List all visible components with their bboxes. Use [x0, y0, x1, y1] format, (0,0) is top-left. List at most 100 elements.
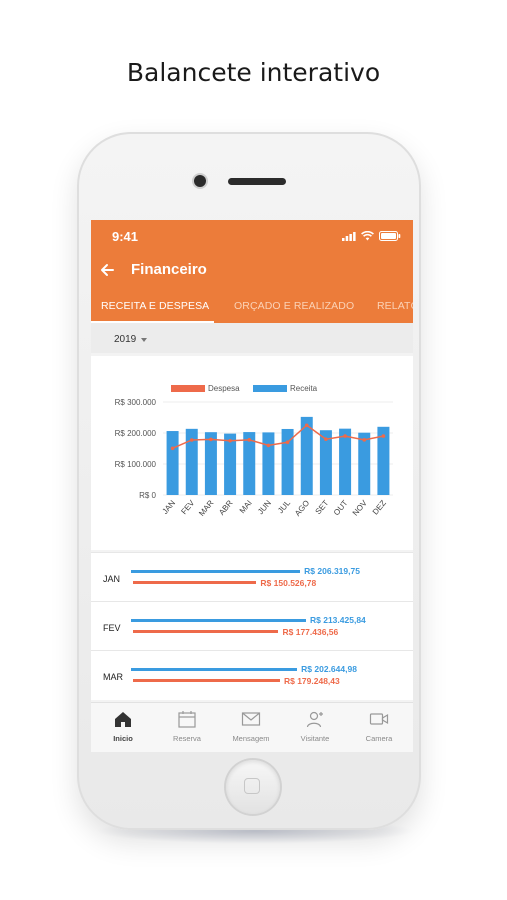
- bar-receita-dez: [377, 426, 390, 495]
- summary-row-mar[interactable]: MAR R$ 202.644,98 R$ 179.248,43: [91, 650, 413, 699]
- legend-swatch-despesa: [171, 385, 205, 392]
- bar-receita-nov: [358, 432, 371, 495]
- y-tick-label: R$ 0: [139, 491, 156, 500]
- phone-screen: 9:41 Financeiro: [91, 220, 413, 752]
- y-tick-label: R$ 100.000: [115, 460, 157, 469]
- tab-orcado-realizado[interactable]: ORÇADO E REALIZADO: [234, 300, 355, 312]
- point-despesa-fev: [189, 438, 194, 442]
- x-tick-label: AGO: [293, 499, 311, 518]
- point-despesa-set: [324, 437, 328, 441]
- x-tick-label: FEV: [179, 498, 196, 516]
- point-despesa-jun: [266, 443, 271, 448]
- nav-item-visitante[interactable]: Visitante: [283, 703, 347, 752]
- back-arrow-icon[interactable]: [99, 262, 115, 278]
- x-tick-label: OUT: [332, 498, 350, 517]
- line-despesa: [172, 424, 384, 450]
- front-camera: [194, 175, 206, 187]
- nav-label: Mensagem: [232, 734, 270, 743]
- point-despesa-abr: [228, 438, 232, 443]
- x-tick-label: JAN: [160, 498, 177, 516]
- battery-icon: [379, 231, 401, 241]
- bar-receita-out: [339, 428, 352, 495]
- year-selector[interactable]: 2019: [114, 334, 137, 345]
- app-bar: 9:41 Financeiro: [91, 220, 413, 323]
- summary-row-jan[interactable]: JAN R$ 206.319,75 R$ 150.526,78: [91, 552, 413, 601]
- x-tick-label: NOV: [351, 498, 369, 518]
- row-month: MAR: [103, 672, 123, 682]
- point-despesa-mar: [209, 437, 213, 442]
- legend-label-despesa: Despesa: [208, 384, 240, 393]
- tab-bar: RECEITA E DESPESA ORÇADO E REALIZADO REL…: [91, 296, 413, 323]
- receita-bar: [131, 668, 298, 671]
- earpiece-speaker: [228, 178, 286, 185]
- x-tick-label: JUL: [276, 498, 292, 515]
- despesa-value: R$ 177.436,56: [282, 627, 339, 637]
- calendar-icon: [178, 711, 196, 728]
- wifi-icon: [361, 231, 374, 241]
- point-despesa-nov: [362, 438, 367, 442]
- nav-item-camera[interactable]: Camera: [347, 703, 411, 752]
- row-month: JAN: [103, 574, 121, 584]
- receita-value: R$ 202.644,98: [301, 664, 357, 674]
- despesa-bar: [133, 630, 279, 633]
- home-button[interactable]: [226, 760, 280, 814]
- bar-receita-jul: [281, 428, 294, 495]
- page-title: Financeiro: [131, 261, 207, 278]
- title-row: Financeiro: [91, 258, 413, 286]
- nav-label: Reserva: [173, 734, 201, 743]
- legend-swatch-receita: [253, 385, 287, 392]
- status-icons: [342, 231, 401, 241]
- tab-receita-despesa[interactable]: RECEITA E DESPESA: [101, 300, 210, 312]
- bar-receita-abr: [224, 433, 237, 495]
- x-tick-label: MAI: [238, 499, 254, 516]
- x-tick-label: JUN: [256, 498, 273, 516]
- point-despesa-ago: [304, 423, 309, 428]
- bar-receita-mar: [204, 432, 217, 495]
- nav-label: Inicio: [113, 734, 133, 743]
- legend-label-receita: Receita: [290, 384, 318, 393]
- nav-item-inicio[interactable]: Inicio: [91, 703, 155, 752]
- bar-receita-fev: [185, 428, 198, 495]
- x-tick-label: MAR: [197, 498, 215, 518]
- point-despesa-jan: [170, 446, 175, 451]
- despesa-value: R$ 179.248,43: [283, 676, 340, 686]
- chevron-down-icon[interactable]: [141, 338, 147, 342]
- receita-value: R$ 206.319,75: [304, 566, 360, 576]
- bar-receita-ago: [300, 416, 313, 495]
- summary-row-fev[interactable]: FEV R$ 213.425,84 R$ 177.436,56: [91, 601, 413, 650]
- despesa-bar: [133, 581, 257, 584]
- point-despesa-mai: [247, 438, 252, 442]
- active-tab-indicator: [91, 321, 214, 323]
- y-tick-label: R$ 200.000: [115, 429, 157, 438]
- bar-receita-set: [319, 430, 332, 495]
- tab-relatorio[interactable]: RELATÓ: [377, 300, 413, 312]
- x-tick-label: ABR: [217, 498, 235, 517]
- y-tick-label: R$ 300.000: [115, 398, 157, 407]
- year-filter-bar: 2019: [91, 323, 413, 353]
- nav-label: Camera: [365, 734, 393, 743]
- status-time: 9:41: [112, 229, 139, 244]
- monthly-summary-list: JAN R$ 206.319,75 R$ 150.526,78 FEV R$ 2…: [91, 552, 413, 700]
- point-despesa-jul: [285, 440, 290, 445]
- home-icon: [115, 712, 131, 727]
- x-tick-label: DEZ: [371, 498, 388, 516]
- bar-receita-jan: [166, 431, 179, 495]
- bottom-navigation: Inicio Reserva Mensagem Visit: [91, 702, 413, 752]
- bar-receita-jun: [262, 432, 275, 495]
- receita-bar: [131, 570, 301, 573]
- headline: Balancete interativo: [126, 58, 381, 87]
- bar-receita-mai: [243, 432, 256, 495]
- x-tick-label: SET: [314, 498, 331, 516]
- despesa-bar: [133, 679, 280, 682]
- point-despesa-out: [343, 434, 347, 438]
- visitor-icon: [306, 711, 323, 728]
- row-month: FEV: [103, 623, 121, 633]
- signal-icon: [342, 231, 356, 241]
- point-despesa-dez: [381, 434, 386, 438]
- envelope-icon: [241, 712, 261, 726]
- nav-item-mensagem[interactable]: Mensagem: [219, 703, 283, 752]
- revenue-expense-chart: Despesa Receita R$ 0 R$ 100.000 R$ 200.000…: [115, 384, 393, 518]
- receita-bar: [131, 619, 306, 622]
- receita-value: R$ 213.425,84: [310, 615, 366, 625]
- nav-item-reserva[interactable]: Reserva: [155, 703, 219, 752]
